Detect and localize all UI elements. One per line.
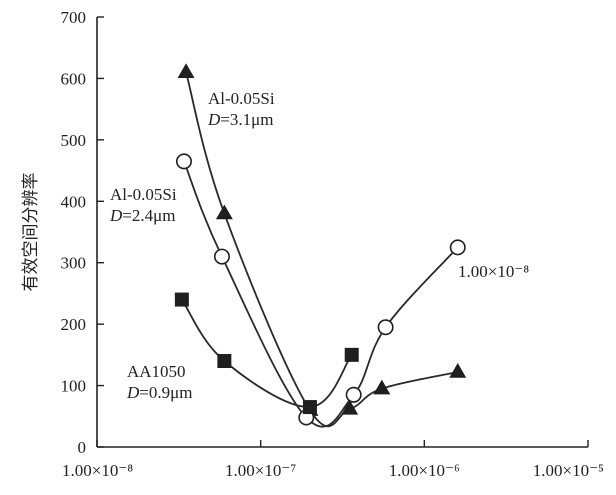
- series-label: D=2.4μm: [109, 206, 175, 225]
- series-label: D=0.9μm: [126, 383, 192, 402]
- y-tick-label: 100: [61, 377, 87, 396]
- series-label: AA1050: [127, 362, 186, 381]
- series-label-italic: D: [126, 383, 140, 402]
- series-label: D=3.1μm: [207, 110, 273, 129]
- series-label-rest: =3.1μm: [220, 110, 273, 129]
- y-tick-label: 700: [61, 8, 87, 27]
- circle-marker: [377, 319, 394, 336]
- series-label: Al-0.05Si: [110, 185, 177, 204]
- circle-marker: [345, 386, 362, 403]
- series-line: [183, 161, 459, 428]
- triangle-marker: [449, 363, 467, 378]
- series-label-italic: D: [109, 206, 123, 225]
- series: [174, 63, 467, 428]
- circle-marker: [449, 239, 466, 256]
- y-tick-label: 600: [61, 69, 87, 88]
- triangle-marker: [373, 379, 391, 395]
- y-tick-label: 0: [78, 438, 87, 457]
- y-tick-label: 500: [61, 131, 87, 150]
- square-marker: [302, 400, 317, 415]
- x-tick-label: 1.00×10⁻⁶: [389, 461, 460, 480]
- y-tick-label: 200: [61, 315, 87, 334]
- series-line: [181, 299, 353, 408]
- triangle-marker: [215, 204, 233, 220]
- annotations: Al-0.05SiD=3.1μmAl-0.05SiD=2.4μmAA1050D=…: [109, 89, 275, 402]
- axes: [96, 17, 588, 448]
- x-tick-label: 1.00×10⁻⁵: [533, 461, 604, 480]
- series-2: [174, 292, 359, 415]
- series-label-rest: =2.4μm: [122, 206, 175, 225]
- triangle-marker: [177, 63, 195, 78]
- series-label-italic: D: [207, 110, 221, 129]
- x-tick-label: 1.00×10⁻⁸: [62, 461, 133, 480]
- y-tick-label: 400: [61, 192, 87, 211]
- series-label-rest: =0.9μm: [139, 383, 192, 402]
- series-label: Al-0.05Si: [208, 89, 275, 108]
- ticks: 0 100 200 300 400 500 600 700 1.00×10⁻⁸ 1.00×10⁻⁷…: [61, 8, 605, 480]
- y-tick-label: 300: [61, 254, 87, 273]
- circle-marker: [213, 248, 230, 265]
- y-axis-label: 有效空间分辨率: [21, 173, 41, 292]
- circle-marker: [175, 153, 192, 170]
- square-marker: [174, 292, 189, 307]
- triangle-marker: [341, 399, 359, 415]
- square-marker: [217, 354, 232, 368]
- x-tick-label: 1.00×10⁻⁷: [225, 461, 296, 480]
- square-marker: [344, 347, 359, 362]
- annotation-text: 1.00×10⁻⁸: [458, 262, 529, 281]
- series-1: [175, 153, 466, 428]
